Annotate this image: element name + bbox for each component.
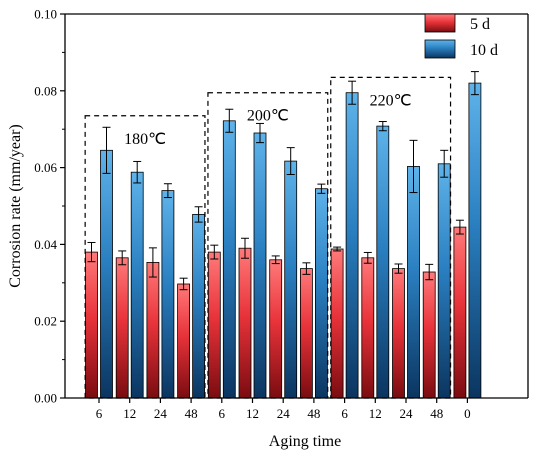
- bar-5d: [299, 268, 313, 399]
- x-tick-label: 6: [219, 406, 226, 421]
- x-tick-label: 12: [123, 406, 136, 421]
- bar-5d: [177, 283, 191, 399]
- legend-label-10d: 10 d: [470, 42, 498, 59]
- legend: 5 d 10 d: [424, 13, 498, 59]
- y-tick-label: 0.06: [34, 160, 57, 175]
- bar-10d: [437, 163, 451, 399]
- x-tick-label: 24: [154, 406, 168, 421]
- x-tick-label: 48: [307, 406, 320, 421]
- bar-5d: [238, 247, 252, 399]
- bar-5d: [453, 226, 467, 399]
- bar-10d: [222, 120, 236, 399]
- x-axis-title: Aging time: [269, 433, 341, 450]
- bar-5d: [361, 257, 375, 399]
- bar-10d: [161, 190, 175, 399]
- bar-5d: [422, 271, 436, 399]
- legend-swatch-5d: [424, 13, 456, 33]
- bar-10d: [345, 92, 359, 399]
- group-label: 200℃: [247, 108, 289, 125]
- x-tick-label: 0: [464, 406, 471, 421]
- x-tick-label: 6: [96, 406, 103, 421]
- legend-label-5d: 5 d: [470, 16, 490, 33]
- bar-10d: [407, 165, 420, 399]
- bar-5d: [330, 248, 344, 399]
- bar-5d: [115, 257, 129, 399]
- bar-10d: [468, 82, 482, 399]
- group-label: 180℃: [124, 131, 166, 148]
- x-tick-label: 48: [185, 406, 198, 421]
- bar-5d: [207, 251, 221, 399]
- x-tick-label: 24: [400, 406, 414, 421]
- legend-swatch-10d: [424, 39, 456, 59]
- bar-10d: [284, 160, 298, 399]
- y-tick-label: 0.00: [34, 391, 57, 406]
- x-tick-label: 12: [246, 406, 259, 421]
- bar-10d: [253, 132, 267, 399]
- group-box: [207, 92, 329, 399]
- y-tick-label: 0.04: [34, 237, 57, 252]
- x-tick-label: 48: [430, 406, 443, 421]
- axes-layer: 0.00 0.02 0.04 0.06 0.08 0.10 6 12 24 48 6 12 24 48 6 1…: [34, 7, 529, 421]
- x-tick-label: 6: [341, 406, 348, 421]
- bar-10d: [100, 149, 113, 399]
- bar-10d: [376, 125, 390, 399]
- bar-5d: [85, 251, 98, 399]
- y-tick-label: 0.02: [34, 314, 57, 329]
- bar-5d: [392, 268, 405, 399]
- bar-10d: [130, 171, 144, 399]
- x-tick-label: 12: [369, 406, 382, 421]
- bar-10d: [192, 213, 206, 399]
- y-tick-label: 0.08: [34, 83, 57, 98]
- group-label: 220℃: [370, 92, 412, 109]
- bar-5d: [269, 259, 283, 399]
- bar-5d: [146, 261, 160, 399]
- group-box: [330, 76, 452, 399]
- y-tick-label: 0.10: [34, 7, 57, 22]
- y-axis-title: Corrosion rate (mm/year): [7, 124, 24, 288]
- x-tick-label: 24: [277, 406, 291, 421]
- bar-10d: [314, 188, 328, 399]
- bars-layer: [85, 71, 482, 399]
